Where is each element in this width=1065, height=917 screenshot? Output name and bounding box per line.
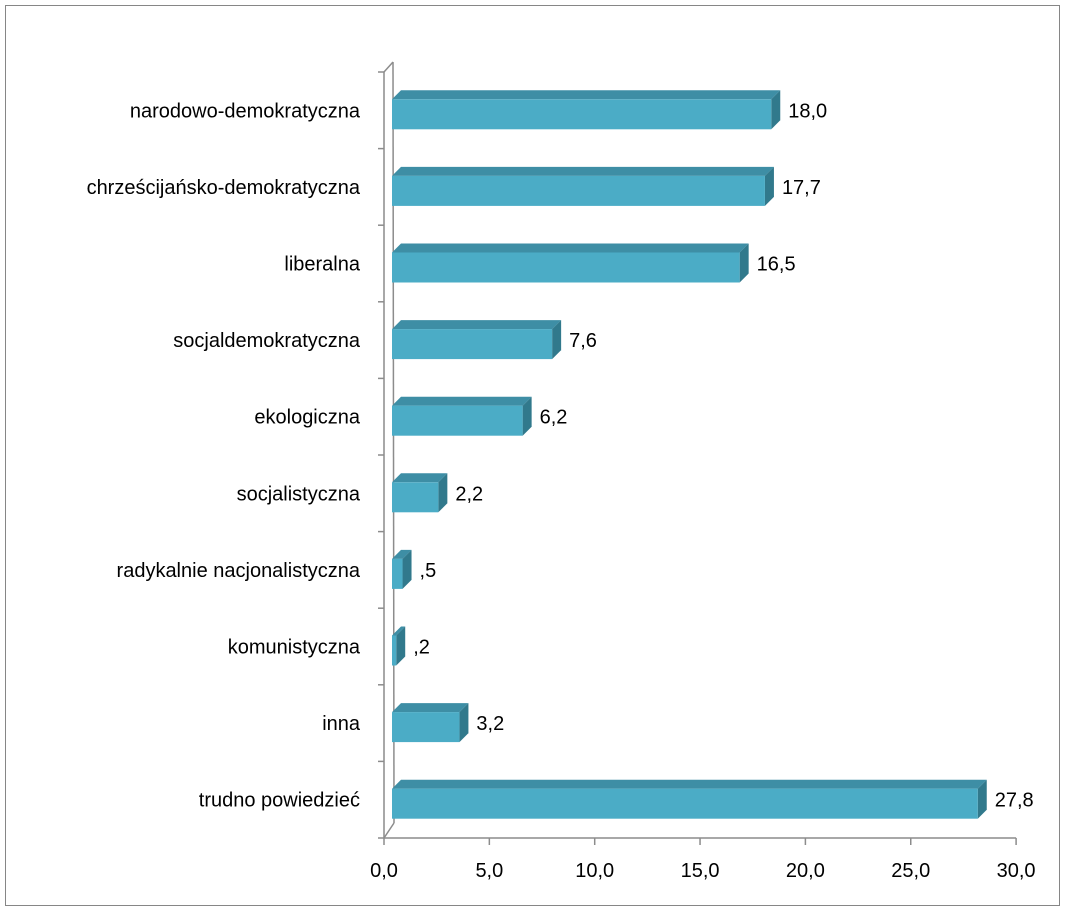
category-label: trudno powiedzieć — [199, 790, 360, 812]
category-label: narodowo-demokratyczna — [130, 100, 361, 122]
chart-border — [5, 5, 1060, 906]
bar — [392, 90, 781, 130]
bar-top-face — [392, 166, 774, 176]
bar-top-face — [392, 243, 749, 253]
bar-front-face — [392, 175, 765, 206]
bar-top-face — [392, 90, 781, 100]
bar-front-face — [392, 482, 439, 513]
x-tick-label: 15,0 — [681, 860, 720, 882]
category-label: komunistyczna — [228, 637, 361, 659]
bar-top-face — [392, 703, 469, 713]
bar-side-face — [552, 320, 562, 360]
bar-top-face — [392, 320, 562, 330]
data-label: 16,5 — [757, 254, 796, 276]
bars-layer — [392, 90, 987, 819]
data-label: 17,7 — [782, 177, 821, 199]
bar-side-face — [396, 626, 406, 666]
data-label: 7,6 — [569, 330, 597, 352]
category-label: chrześcijańsko-demokratyczna — [87, 177, 361, 199]
labels-layer: 0,0 5,0 10,0 15,0 20,0 25,0 30,0 narodowo-demok… — [87, 100, 1036, 882]
bar-side-face — [977, 779, 987, 819]
bar-front-face — [392, 558, 403, 589]
bar-side-face — [764, 166, 774, 206]
bar — [392, 396, 532, 436]
bar-front-face — [392, 635, 397, 666]
bar-front-face — [392, 99, 772, 130]
data-label: ,2 — [413, 637, 430, 659]
data-label: 2,2 — [455, 483, 483, 505]
bar — [392, 779, 987, 819]
bar-side-face — [739, 243, 749, 283]
category-label: socjaldemokratyczna — [173, 330, 361, 352]
bar — [392, 166, 774, 206]
category-label: liberalna — [284, 254, 360, 276]
x-tick-label: 0,0 — [370, 860, 398, 882]
category-label: radykalnie nacjonalistyczna — [117, 560, 361, 582]
category-label: socjalistyczna — [237, 483, 361, 505]
data-label: 27,8 — [995, 790, 1034, 812]
data-label: 3,2 — [476, 713, 504, 735]
bar — [392, 243, 749, 283]
x-tick-label: 10,0 — [575, 860, 614, 882]
bar-top-face — [392, 779, 987, 789]
bar-side-face — [402, 549, 412, 589]
bar-side-face — [522, 396, 532, 436]
bar-front-face — [392, 329, 553, 360]
bar-front-face — [392, 252, 740, 283]
bar — [392, 549, 412, 589]
bar — [392, 320, 562, 360]
x-tick-label: 25,0 — [891, 860, 930, 882]
bar-top-face — [392, 549, 412, 559]
category-label: inna — [322, 713, 361, 735]
category-label: ekologiczna — [254, 407, 361, 429]
axis-depth-bottom — [383, 822, 395, 839]
bar-side-face — [771, 90, 781, 130]
bar — [392, 473, 448, 513]
bar-front-face — [392, 712, 460, 743]
x-tick-label: 5,0 — [475, 860, 503, 882]
data-label: ,5 — [420, 560, 437, 582]
bar-top-face — [392, 626, 406, 636]
bar-top-face — [392, 473, 448, 483]
bar — [392, 703, 469, 743]
bar-side-face — [438, 473, 448, 513]
x-tick-label: 20,0 — [786, 860, 825, 882]
x-tick-label: 30,0 — [997, 860, 1036, 882]
bar-top-face — [392, 396, 532, 406]
axis-depth-top — [383, 61, 394, 73]
data-label: 18,0 — [788, 100, 827, 122]
data-label: 6,2 — [540, 407, 568, 429]
bar-front-face — [392, 788, 978, 819]
bar-front-face — [392, 405, 523, 436]
bar — [392, 626, 406, 666]
bar-side-face — [459, 703, 469, 743]
